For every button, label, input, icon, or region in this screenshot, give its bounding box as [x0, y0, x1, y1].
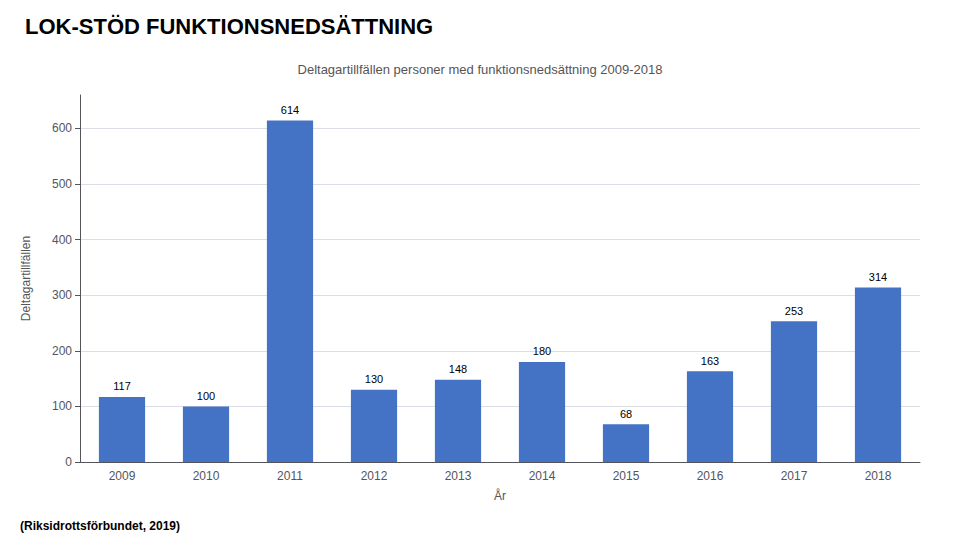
svg-text:600: 600 — [52, 121, 72, 135]
svg-text:LOK-STÖD FUNKTIONSNEDSÄTTNING: LOK-STÖD FUNKTIONSNEDSÄTTNING — [25, 14, 433, 39]
svg-text:(Riksidrottsförbundet, 2019): (Riksidrottsförbundet, 2019) — [20, 519, 180, 533]
svg-text:100: 100 — [52, 399, 72, 413]
svg-text:148: 148 — [449, 363, 467, 375]
svg-text:0: 0 — [65, 455, 72, 469]
svg-text:År: År — [494, 488, 506, 503]
svg-text:2014: 2014 — [529, 469, 556, 483]
svg-text:500: 500 — [52, 177, 72, 191]
svg-text:Deltagartillfällen personer me: Deltagartillfällen personer med funktion… — [298, 62, 663, 77]
svg-text:163: 163 — [701, 355, 719, 367]
svg-text:2011: 2011 — [277, 469, 303, 483]
svg-text:2012: 2012 — [361, 469, 388, 483]
svg-text:Deltagartillfällen: Deltagartillfällen — [19, 236, 33, 321]
svg-text:2015: 2015 — [613, 469, 640, 483]
svg-text:2018: 2018 — [865, 469, 892, 483]
svg-text:2017: 2017 — [781, 469, 808, 483]
svg-text:100: 100 — [197, 390, 215, 402]
svg-text:117: 117 — [113, 380, 131, 392]
svg-text:130: 130 — [365, 373, 383, 385]
svg-text:2013: 2013 — [445, 469, 472, 483]
svg-text:68: 68 — [620, 408, 632, 420]
svg-text:2009: 2009 — [109, 469, 136, 483]
svg-text:400: 400 — [52, 233, 72, 247]
svg-text:253: 253 — [785, 305, 803, 317]
svg-text:614: 614 — [281, 104, 299, 116]
svg-text:314: 314 — [869, 271, 887, 283]
svg-text:2016: 2016 — [697, 469, 724, 483]
svg-text:2010: 2010 — [193, 469, 220, 483]
svg-text:200: 200 — [52, 344, 72, 358]
svg-text:180: 180 — [533, 345, 551, 357]
svg-text:300: 300 — [52, 288, 72, 302]
